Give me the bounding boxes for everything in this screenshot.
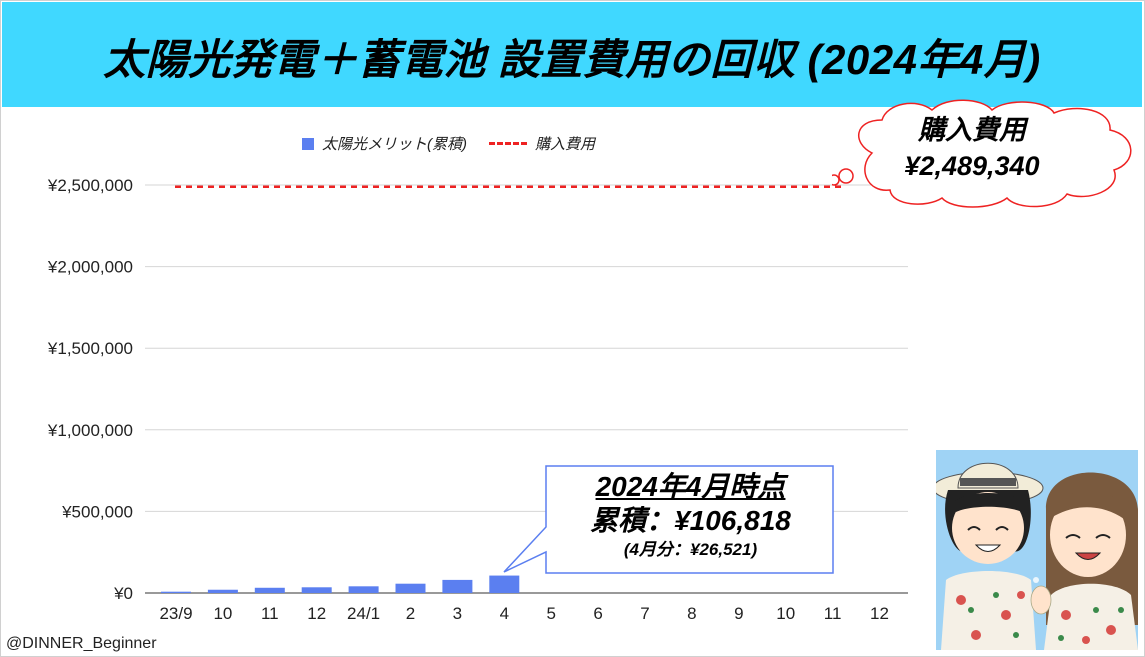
cloud-bubble-mid: [832, 174, 840, 186]
x-tick-label: 9: [734, 604, 743, 623]
x-tick-label: 10: [776, 604, 795, 623]
x-tick-label: 12: [870, 604, 889, 623]
cloud-line2: ¥2,489,340: [904, 151, 1040, 181]
bar: [348, 586, 379, 593]
x-tick-label: 7: [640, 604, 649, 623]
legend-line-swatch: [489, 142, 527, 145]
x-tick-label: 10: [213, 604, 232, 623]
cloud-bubble-large: [838, 168, 854, 184]
cloud-line1: 購入費用: [918, 115, 1026, 145]
chart-title: 太陽光発電＋蓄電池 設置費用の回収 (2024年4月): [103, 36, 1041, 83]
callout-line1: 2024年4月時点: [595, 471, 786, 502]
x-tick-label: 2: [406, 604, 415, 623]
character-illustration: [936, 450, 1138, 650]
x-tick-label: 11: [824, 604, 842, 623]
thought-cloud: [832, 99, 1132, 208]
x-tick-label: 23/9: [159, 604, 192, 623]
y-tick-label: ¥2,500,000: [47, 176, 133, 195]
legend-line-label: 購入費用: [535, 136, 596, 153]
y-tick-label: ¥0: [113, 584, 133, 603]
x-tick-label: 5: [546, 604, 555, 623]
callout-line3: (4月分：¥26,521): [623, 540, 758, 559]
x-tick-label: 24/1: [347, 604, 380, 623]
x-tick-label: 4: [500, 604, 509, 623]
title-banner: 太陽光発電＋蓄電池 設置費用の回収 (2024年4月): [2, 2, 1142, 107]
y-tick-label: ¥1,500,000: [47, 339, 133, 358]
x-tick-label: 6: [593, 604, 602, 623]
bar: [207, 589, 238, 593]
cloud-text: 購入費用 ¥2,489,340: [862, 112, 1082, 184]
bar: [161, 591, 191, 593]
credit-text: @DINNER_Beginner: [6, 635, 157, 652]
chart-plot: ¥0 ¥500,000 ¥1,000,000 ¥1,500,000 ¥2,000,000…: [47, 176, 908, 623]
y-tick-label: ¥2,000,000: [47, 258, 133, 277]
bar: [254, 587, 285, 593]
callout-box: [503, 465, 834, 574]
legend-bar-label: 太陽光メリット(累積): [322, 136, 467, 153]
legend: 太陽光メリット(累積) 購入費用: [302, 133, 595, 154]
x-tick-label: 11: [261, 604, 279, 623]
cloud-body: [857, 99, 1132, 208]
legend-bar-swatch: [302, 137, 314, 150]
bar: [442, 579, 473, 593]
bar: [489, 575, 520, 593]
x-tick-label: 3: [453, 604, 462, 623]
bar: [395, 583, 426, 593]
y-tick-label: ¥1,000,000: [47, 421, 133, 440]
callout-line2: 累積：¥106,818: [590, 505, 791, 536]
callout-text: 2024年4月時点 累積：¥106,818 (4月分：¥26,521): [548, 470, 833, 562]
bar: [301, 587, 332, 593]
x-tick-label: 8: [687, 604, 696, 623]
y-tick-label: ¥500,000: [61, 502, 133, 521]
x-tick-label: 12: [307, 604, 326, 623]
